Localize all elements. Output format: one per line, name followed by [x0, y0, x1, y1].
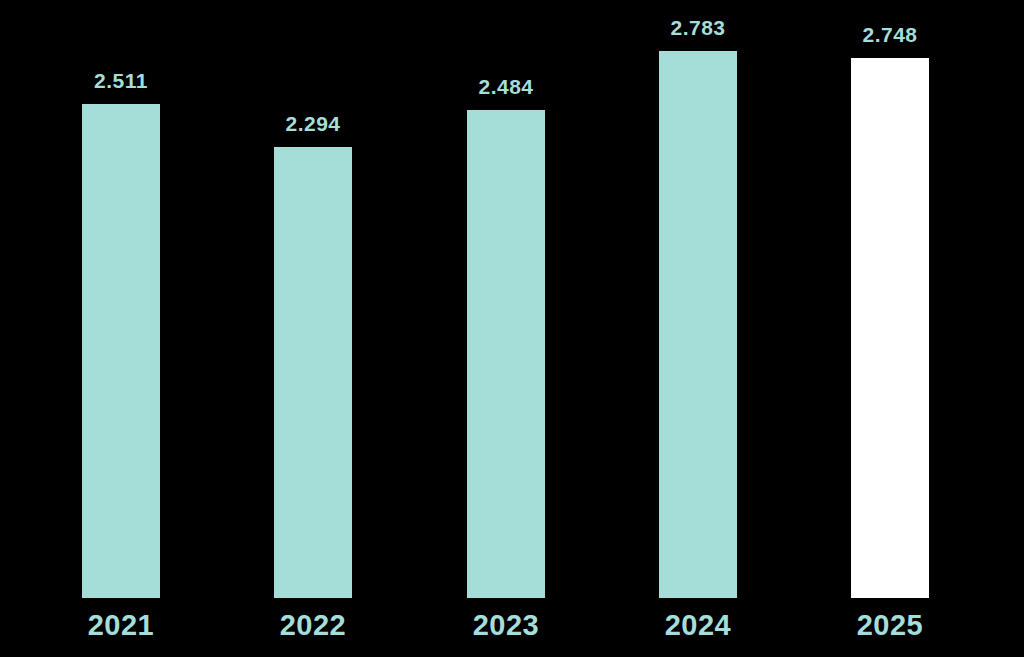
value-label-2024: 2.783 [638, 17, 758, 39]
value-label-2023: 2.484 [446, 76, 566, 98]
bar-2021 [82, 104, 160, 598]
value-label-2025: 2.748 [830, 24, 950, 46]
bar-group-2025: 2.748 2025 [830, 0, 950, 657]
bar-group-2022: 2.294 2022 [253, 0, 373, 657]
bar-group-2021: 2.511 2021 [61, 0, 181, 657]
bar-2024 [659, 51, 737, 598]
bar-chart: 2.511 2021 2.294 2022 2.484 2023 2.783 2024 2.74… [0, 0, 1024, 657]
category-label-2025: 2025 [830, 609, 950, 641]
category-label-2022: 2022 [253, 609, 373, 641]
category-label-2023: 2023 [446, 609, 566, 641]
bar-2023 [467, 110, 545, 598]
category-label-2021: 2021 [61, 609, 181, 641]
category-label-2024: 2024 [638, 609, 758, 641]
value-label-2021: 2.511 [61, 70, 181, 92]
value-label-2022: 2.294 [253, 113, 373, 135]
bar-2022 [274, 147, 352, 598]
bar-2025 [851, 58, 929, 598]
bar-group-2023: 2.484 2023 [446, 0, 566, 657]
bar-group-2024: 2.783 2024 [638, 0, 758, 657]
